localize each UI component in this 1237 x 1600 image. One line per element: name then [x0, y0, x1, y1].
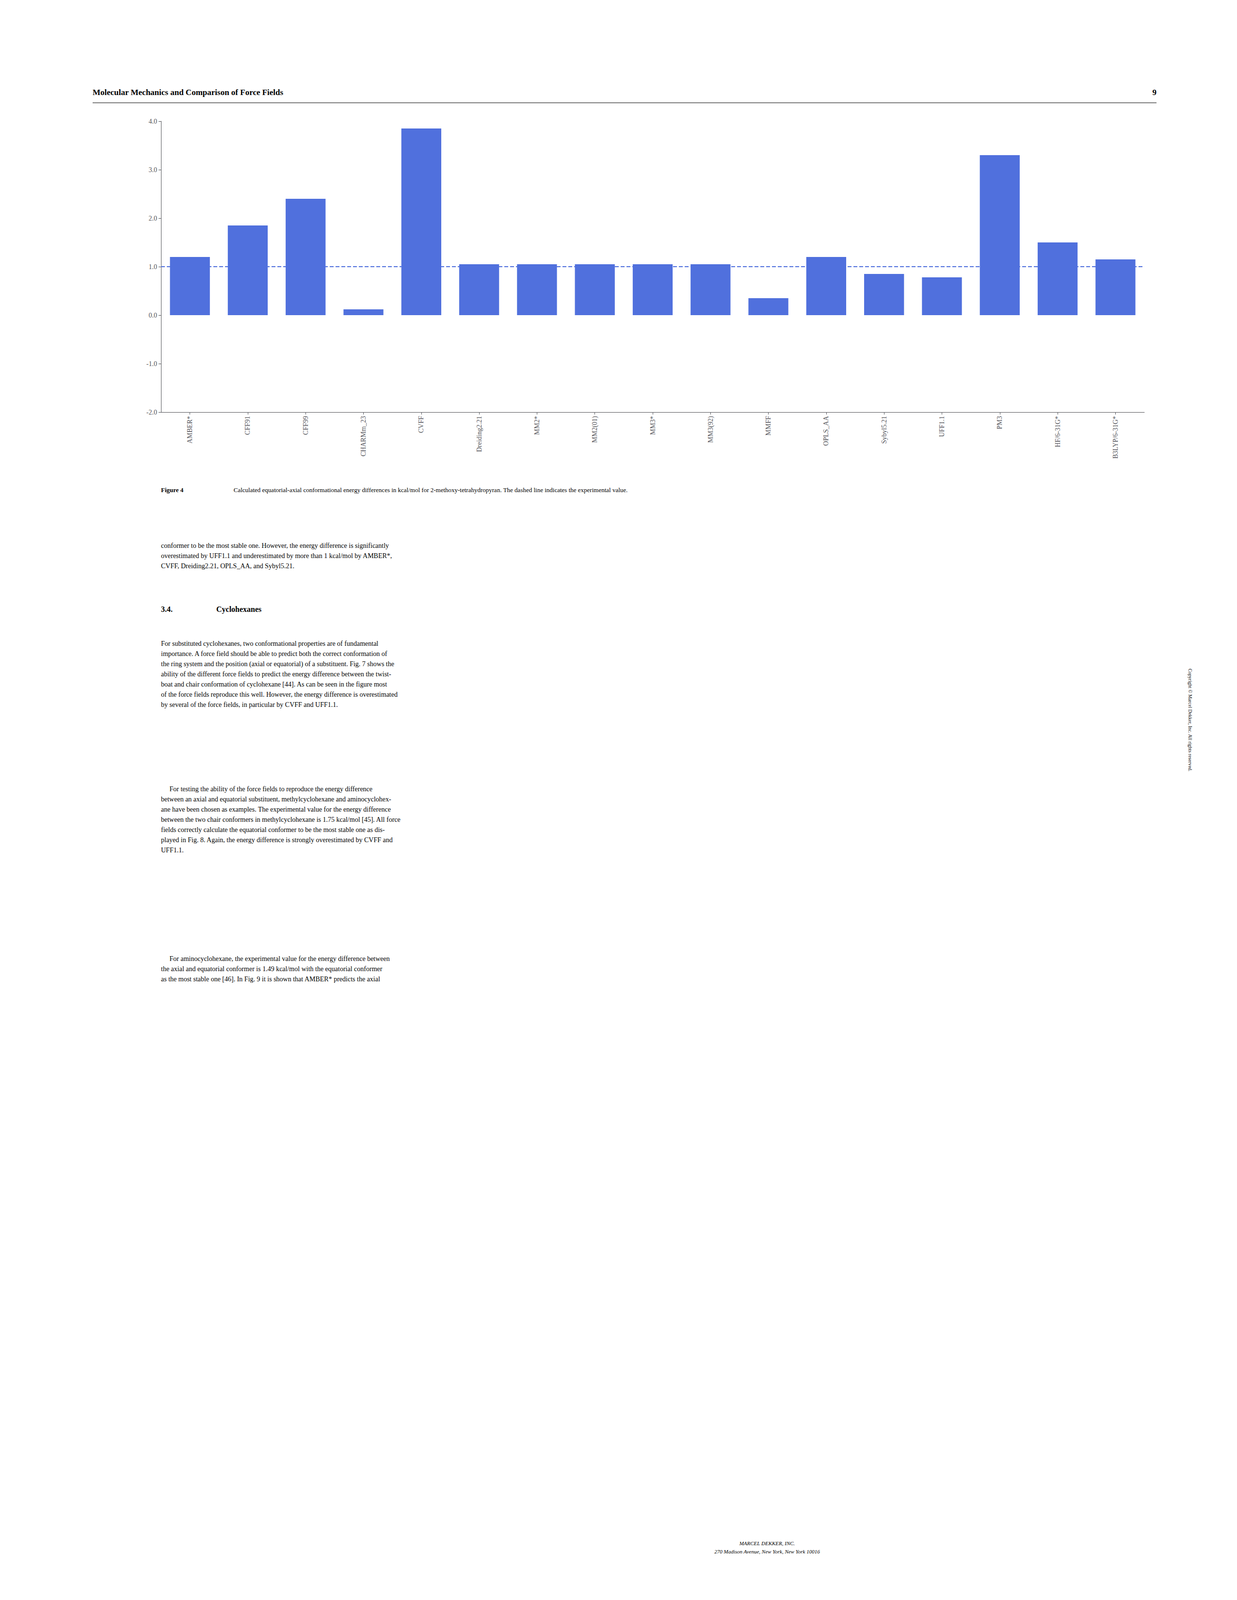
svg-text:B3LYP/6-31G*: B3LYP/6-31G* [1111, 416, 1120, 459]
svg-text:Sybyl5.21: Sybyl5.21 [880, 416, 888, 444]
svg-text:CFF91: CFF91 [243, 416, 252, 435]
svg-text:boat and chair conformation of: boat and chair conformation of cyclohexa… [160, 680, 387, 689]
svg-text:UFF1.1.: UFF1.1. [160, 846, 184, 854]
svg-text:For substituted cyclohexanes,: For substituted cyclohexanes, two confor… [160, 640, 379, 648]
svg-text:MMFF: MMFF [764, 416, 772, 436]
svg-text:ane have been chosen as exampl: ane have been chosen as examples. The ex… [160, 805, 391, 814]
svg-text:-1.0: -1.0 [146, 360, 158, 368]
svg-text:importance. A force field shou: importance. A force field should be able… [160, 650, 388, 658]
svg-text:MM3(92): MM3(92) [706, 416, 715, 444]
svg-text:CVFF, Dreiding2.21, OPLS_AA, a: CVFF, Dreiding2.21, OPLS_AA, and Sybyl5.… [160, 562, 295, 570]
svg-text:MM3*: MM3* [649, 416, 657, 435]
svg-text:For testing the ability of the: For testing the ability of the force fie… [160, 785, 373, 793]
svg-text:MM2(01): MM2(01) [591, 416, 599, 444]
svg-text:the axial and equatorial confo: the axial and equatorial conformer is 1.… [160, 965, 383, 973]
svg-text:3.0: 3.0 [148, 166, 158, 174]
svg-text:-2.0: -2.0 [146, 408, 158, 417]
svg-text:CFF99: CFF99 [302, 416, 310, 435]
svg-text:Figure 4: Figure 4 [160, 486, 184, 494]
svg-text:CVFF: CVFF [417, 416, 425, 434]
svg-text:Dreiding2.21: Dreiding2.21 [475, 416, 483, 452]
svg-text:ability of the different force: ability of the different force fields to… [160, 670, 392, 678]
svg-text:between the two chair conforme: between the two chair conformers in meth… [160, 816, 401, 824]
svg-text:For aminocyclohexane, the expe: For aminocyclohexane, the experimental v… [160, 955, 390, 963]
svg-text:Calculated equatorial-axial co: Calculated equatorial-axial conformation… [228, 486, 628, 494]
svg-text:OPLS_AA: OPLS_AA [822, 415, 830, 446]
svg-text:Cyclohexanes: Cyclohexanes [216, 605, 262, 614]
svg-text:3.4.: 3.4. [160, 605, 173, 614]
svg-text:played in Fig. 8. Again, the e: played in Fig. 8. Again, the energy diff… [160, 836, 393, 844]
svg-text:CHARMm_23: CHARMm_23 [359, 416, 368, 457]
svg-text:2.0: 2.0 [148, 214, 158, 223]
svg-text:UFF1.1: UFF1.1 [938, 416, 946, 437]
svg-text:0.0: 0.0 [148, 311, 158, 320]
svg-text:between an axial and equatoria: between an axial and equatorial substitu… [160, 795, 392, 804]
svg-text:conformer to be the most stabl: conformer to be the most stable one. How… [160, 542, 389, 550]
svg-text:1.0: 1.0 [148, 263, 158, 271]
svg-text:MM2*: MM2* [533, 416, 541, 435]
svg-text:9: 9 [1152, 87, 1157, 97]
svg-text:Copyright © Marcel Dekker, Inc: Copyright © Marcel Dekker, Inc. All righ… [1187, 668, 1193, 772]
svg-text:as the most stable one [46]. I: as the most stable one [46]. In Fig. 9 i… [160, 975, 381, 983]
svg-text:of the force fields reproduce: of the force fields reproduce this well.… [160, 690, 398, 699]
svg-text:fields correctly calculate the: fields correctly calculate the equatoria… [160, 826, 386, 834]
svg-text:270 Madison Avenue, New York,: 270 Madison Avenue, New York, New York 1… [714, 1548, 820, 1555]
svg-text:the ring system and the positi: the ring system and the position (axial … [160, 660, 395, 669]
svg-text:MARCEL DEKKER, INC.: MARCEL DEKKER, INC. [738, 1540, 796, 1547]
svg-text:4.0: 4.0 [148, 117, 158, 126]
svg-text:PM3: PM3 [996, 416, 1004, 430]
svg-text:by several of the force fields: by several of the force fields, in parti… [160, 701, 338, 709]
svg-text:HF/6-31G*: HF/6-31G* [1054, 416, 1062, 448]
svg-text:overestimated by UFF1.1 and un: overestimated by UFF1.1 and underestimat… [160, 552, 392, 560]
svg-text:Molecular Mechanics and Compar: Molecular Mechanics and Comparison of Fo… [92, 87, 284, 97]
svg-text:AMBER*: AMBER* [186, 416, 194, 444]
